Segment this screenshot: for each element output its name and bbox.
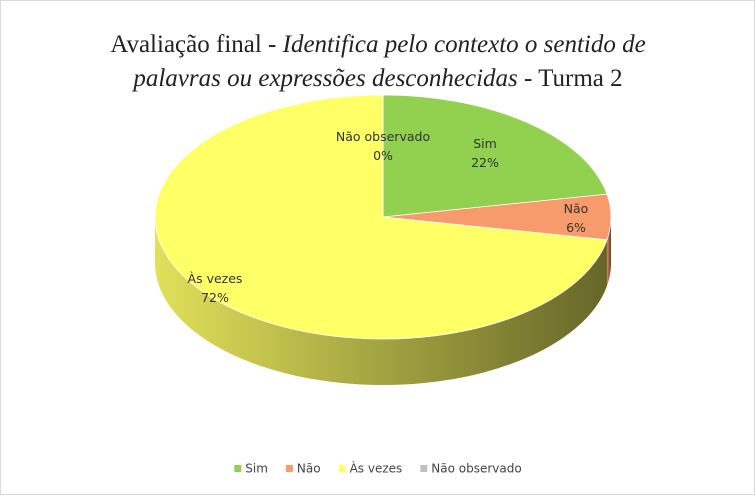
title-line: Avaliação final - Identifica pelo contex… [110,31,645,58]
title-line: palavras ou expressões desconhecidas - T… [131,65,622,92]
data-label-value: 72% [201,290,229,305]
data-label-value: 22% [471,155,499,170]
legend-marker [420,465,428,472]
legend-label: Não observado [431,462,521,476]
pie: Sim 22% Não 6% Às vezes 72% Não observado 0% [154,94,612,385]
legend-marker [338,465,346,472]
chart-title: Avaliação final - Identifica pelo contex… [110,31,645,92]
slice [382,94,608,218]
legend: Sim Não Às vezes Não observado [234,461,522,476]
legend-label: Não [297,462,321,476]
slice [154,94,608,340]
legend-label: Às vezes [350,461,403,476]
slice-side-shade [155,217,607,385]
data-label-name: Sim [473,136,497,151]
title-run: palavras ou expressões desconhecidas [131,65,517,92]
title-run: Identifica pelo contexto o sentido de [282,31,646,58]
title-run: - Turma 2 [518,65,623,92]
data-label-value: 6% [566,220,586,235]
legend-marker [234,465,242,472]
data-label-value: 0% [373,148,393,163]
slice-side-shade [606,217,611,286]
title-run: Avaliação final - [110,31,282,58]
legend-marker [285,465,293,472]
data-label-name: Não [564,201,589,216]
legend-label: Sim [245,462,268,476]
data-label-name: Às vezes [188,271,243,286]
data-label-name: Não observado [336,129,430,144]
